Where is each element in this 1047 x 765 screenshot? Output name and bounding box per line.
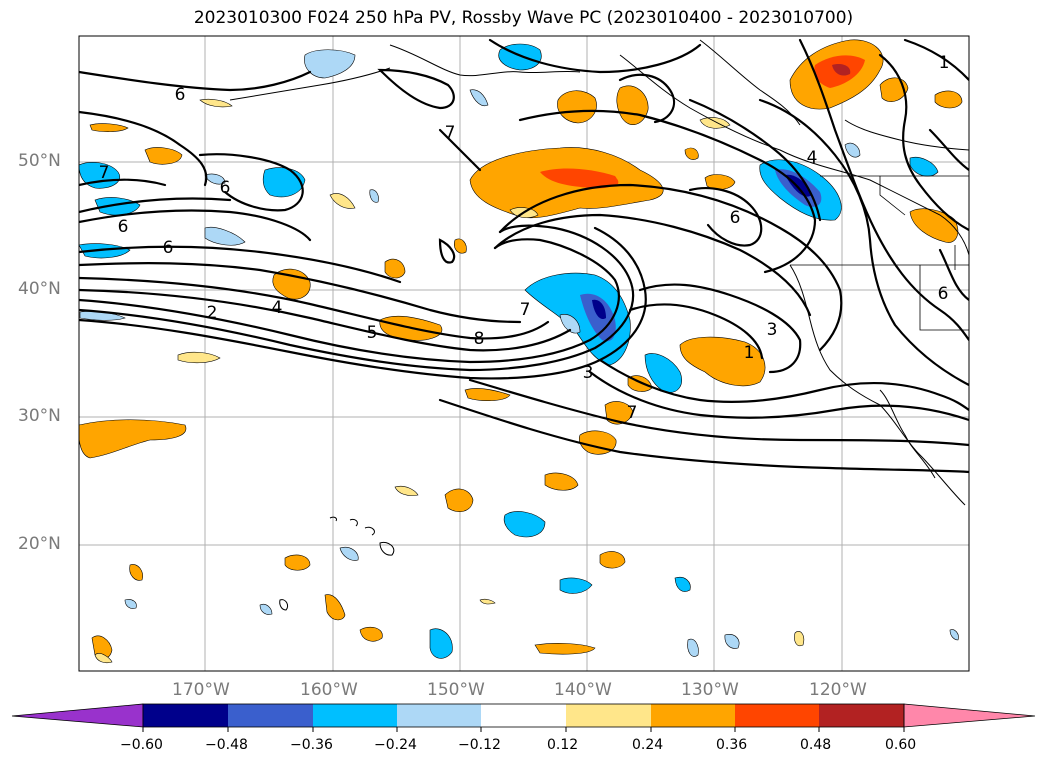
colorbar	[11, 703, 1036, 732]
colorbar-segment	[566, 704, 651, 727]
coastlines	[229, 39, 969, 506]
contour-label: 7	[627, 403, 638, 423]
lat-label-50n: 50°N	[18, 151, 61, 171]
colorbar-segment	[735, 704, 819, 727]
colorbar-segment	[819, 704, 904, 727]
colorbar-segment	[228, 704, 313, 727]
lon-label-170w: 170°W	[172, 680, 230, 700]
colorbar-extend-max	[903, 703, 1036, 728]
contour-label: 7	[520, 300, 531, 320]
pv-contours	[79, 38, 969, 474]
contour-label: 8	[474, 329, 485, 349]
contour-label: 7	[445, 123, 456, 143]
contour-label: 6	[163, 238, 174, 258]
contour-labels: 6 7 6 6 6 2 4 5 8 7 3 7 6 4 1 3 1 6 7	[99, 53, 950, 423]
colorbar-tick-label: −0.60	[120, 737, 163, 753]
contour-label: 4	[272, 298, 283, 318]
colorbar-segment	[143, 704, 228, 727]
colorbar-tick-label: 0.48	[800, 737, 832, 753]
contour-label: 2	[207, 303, 218, 323]
contour-label: 6	[938, 284, 949, 304]
lon-label-130w: 130°W	[681, 680, 739, 700]
colorbar-tick-label: −0.48	[205, 737, 248, 753]
colorbar-tick-label: 0.36	[716, 737, 748, 753]
contour-label: 7	[99, 163, 110, 183]
colorbar-extend-min	[11, 703, 144, 728]
lon-label-160w: 160°W	[300, 680, 358, 700]
lat-label-20n: 20°N	[18, 534, 61, 554]
lon-label-140w: 140°W	[554, 680, 612, 700]
contour-label: 3	[767, 320, 778, 340]
contour-label: 6	[118, 217, 129, 237]
contour-label: 6	[730, 208, 741, 228]
contour-label: 1	[939, 53, 950, 73]
colorbar-segment	[481, 704, 566, 727]
colorbar-segment	[651, 704, 735, 727]
colorbar-tick-label: −0.12	[458, 737, 501, 753]
map-title: 2023010300 F024 250 hPa PV, Rossby Wave …	[193, 8, 854, 28]
colorbar-tick-label: 0.12	[547, 737, 579, 753]
colorbar-tick-label: −0.24	[374, 737, 417, 753]
colorbar-tick-label: 0.24	[632, 737, 664, 753]
colorbar-tick-label: 0.60	[885, 737, 917, 753]
borders	[790, 175, 969, 331]
contour-label: 1	[744, 343, 755, 363]
colorbar-tick-label: −0.36	[290, 737, 333, 753]
colorbar-segment	[397, 704, 481, 727]
lon-label-120w: 120°W	[809, 680, 867, 700]
lon-label-150w: 150°W	[427, 680, 485, 700]
plot-frame	[78, 35, 970, 672]
lat-label-30n: 30°N	[18, 406, 61, 426]
contour-label: 6	[220, 178, 231, 198]
contour-label: 5	[367, 323, 378, 343]
lat-label-40n: 40°N	[18, 279, 61, 299]
hawaiian-islands	[279, 516, 395, 611]
colorbar-segment	[313, 704, 397, 727]
contour-label: 6	[175, 85, 186, 105]
contour-label: 3	[583, 363, 594, 383]
contour-label: 4	[807, 148, 818, 168]
